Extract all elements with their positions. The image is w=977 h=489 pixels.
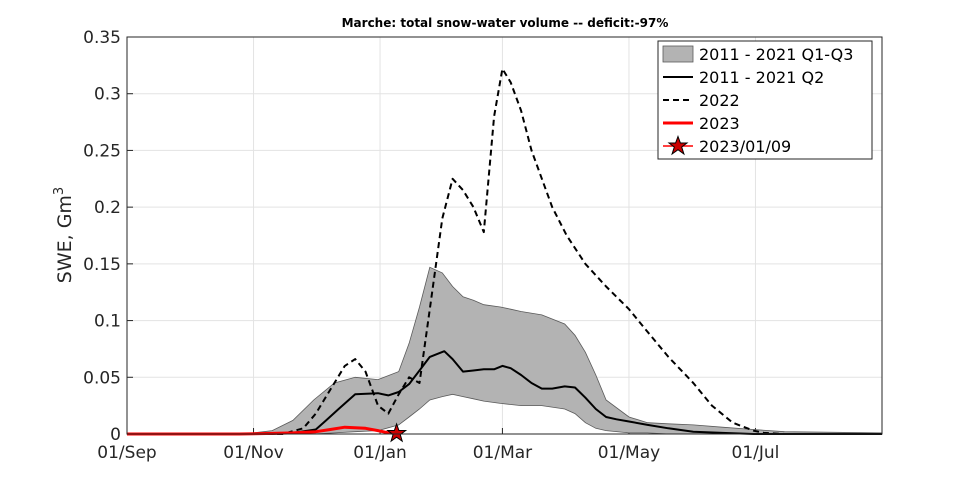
legend-label-2023: 2023 bbox=[699, 114, 740, 133]
legend-label-2022: 2022 bbox=[699, 91, 740, 110]
y-axis-title: SWE, Gm3 bbox=[52, 187, 76, 283]
series-marker-star bbox=[386, 422, 408, 443]
legend-swatch-star bbox=[667, 135, 689, 156]
y-tick-label: 0.3 bbox=[94, 85, 121, 105]
y-tick-label: 0.35 bbox=[83, 28, 121, 48]
series-line-2011-2021-q2 bbox=[127, 350, 882, 435]
x-tick-label: 01/Jul bbox=[732, 443, 780, 463]
markers-layer bbox=[386, 422, 408, 443]
y-tick-labels: 0 0.05 0.1 0.15 0.2 0.25 0.3 0.35 bbox=[83, 28, 121, 445]
legend: 2011 - 2021 Q1-Q3 2011 - 2021 Q2 2022 20… bbox=[657, 40, 873, 160]
y-tick-label: 0.1 bbox=[94, 312, 121, 332]
legend-label-marker: 2023/01/09 bbox=[699, 137, 791, 156]
legend-label-band: 2011 - 2021 Q1-Q3 bbox=[699, 45, 853, 64]
legend-label-q2: 2011 - 2021 Q2 bbox=[699, 68, 824, 87]
x-tick-label: 01/Nov bbox=[223, 443, 284, 463]
series-line-2022 bbox=[127, 67, 882, 435]
chart-title: Marche: total snow-water volume -- defic… bbox=[342, 16, 669, 30]
x-tick-labels: 01/Sep 01/Nov 01/Jan 01/Mar 01/May 01/Jul bbox=[97, 443, 779, 463]
y-tick-label: 0.05 bbox=[83, 368, 121, 388]
y-tick-label: 0.25 bbox=[83, 141, 121, 161]
plot-frame bbox=[126, 36, 883, 435]
y-tick-label: 0 bbox=[110, 425, 121, 445]
x-tick-label: 01/Mar bbox=[473, 443, 532, 463]
x-tick-label: 01/Sep bbox=[97, 443, 156, 463]
y-axis-title-superscript: 3 bbox=[52, 187, 67, 195]
legend-swatch-band bbox=[662, 45, 694, 63]
x-tick-label: 01/Jan bbox=[353, 443, 407, 463]
x-tick-label: 01/May bbox=[598, 443, 661, 463]
legend-box bbox=[657, 40, 873, 160]
y-tick-label: 0.2 bbox=[94, 198, 121, 218]
y-tick-label: 0.15 bbox=[83, 255, 121, 275]
y-axis-title-text: SWE, Gm bbox=[54, 195, 76, 283]
